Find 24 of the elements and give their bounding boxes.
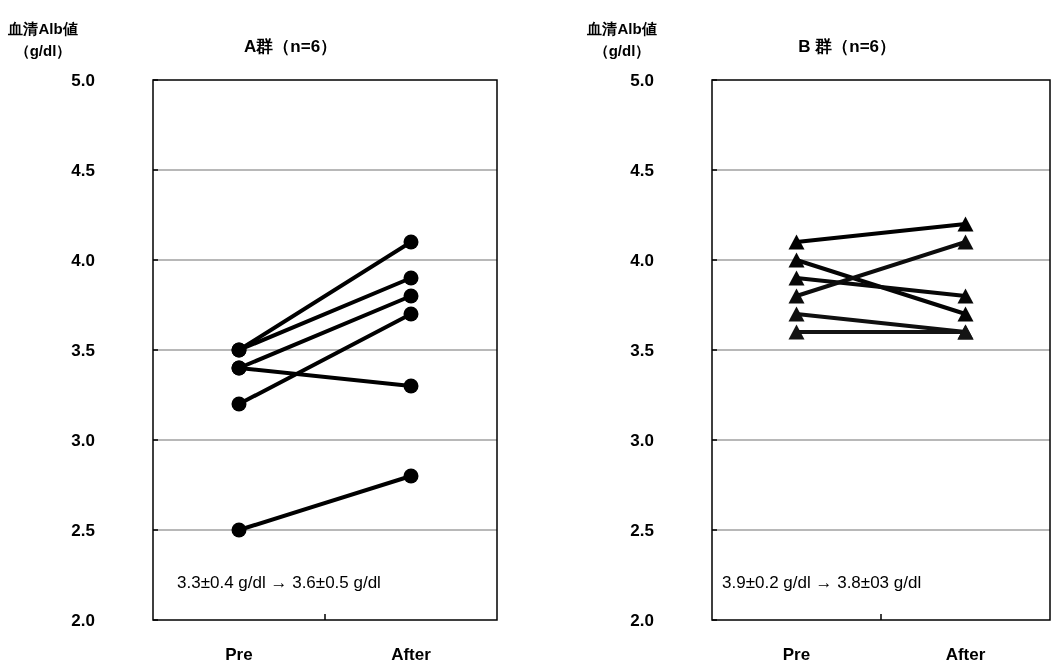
y-tick-label: 5.0: [630, 71, 654, 90]
y-tick-label: 5.0: [71, 71, 95, 90]
y-axis-title: 血清Alb値（g/dl）: [586, 20, 657, 59]
y-tick-label: 2.0: [71, 611, 95, 630]
annotation: 3.3±0.4 g/dl → 3.6±0.5 g/dl: [177, 573, 381, 592]
y-tick-label: 3.0: [71, 431, 95, 450]
chart-title: B 群（n=6）: [798, 37, 897, 56]
x-tick-label: After: [391, 645, 432, 664]
y-tick-label: 2.0: [630, 611, 654, 630]
x-tick-label: Pre: [782, 645, 811, 664]
annotation: 3.9±0.2 g/dl → 3.8±03 g/dl: [722, 573, 922, 592]
chart-title: A群（n=6）: [244, 37, 338, 56]
y-tick-label: 3.5: [71, 341, 95, 360]
y-axis-title: 血清Alb値（g/dl）: [7, 20, 78, 59]
x-tick-label: After: [945, 645, 986, 664]
y-tick-label: 4.5: [71, 161, 95, 180]
x-tick-label: Pre: [225, 645, 253, 664]
y-tick-label: 3.0: [630, 431, 654, 450]
y-tick-label: 4.5: [630, 161, 654, 180]
y-tick-label: 2.5: [630, 521, 654, 540]
y-tick-label: 3.5: [630, 341, 654, 360]
y-tick-label: 4.0: [71, 251, 95, 270]
y-tick-label: 2.5: [71, 521, 95, 540]
y-tick-label: 4.0: [630, 251, 654, 270]
